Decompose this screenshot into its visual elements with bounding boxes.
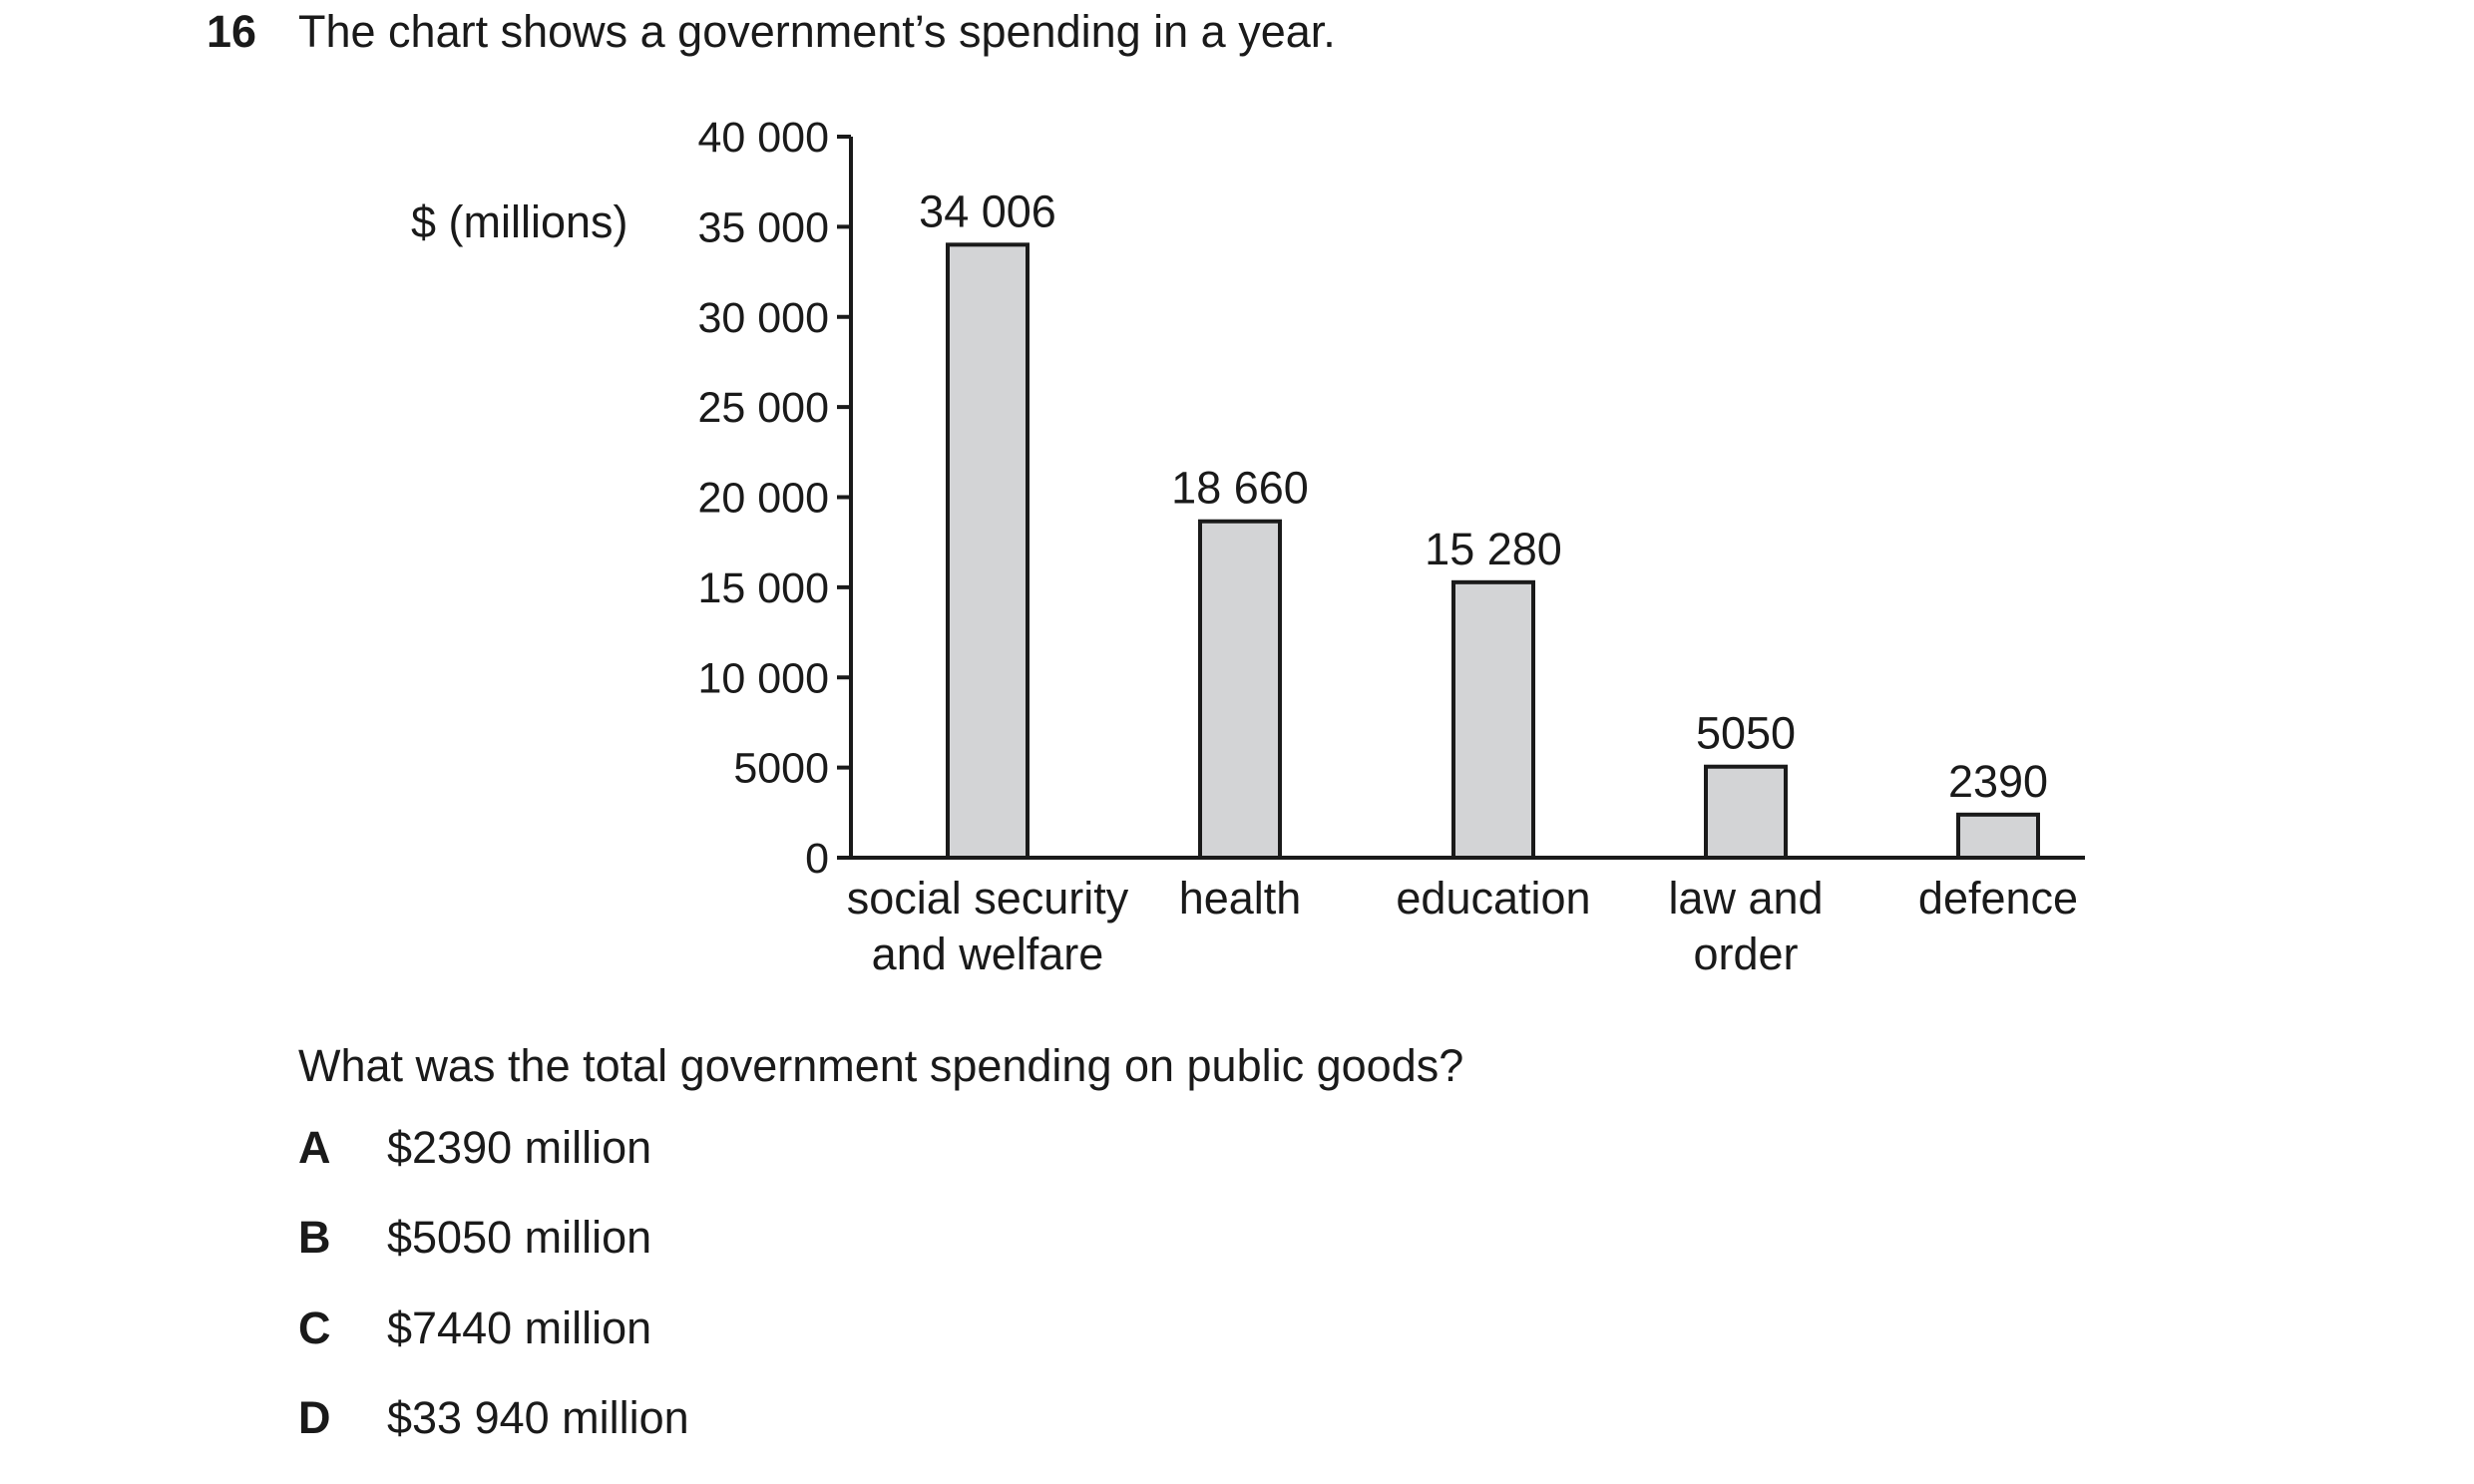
y-tick-label: 5000 [733, 745, 829, 793]
x-tick-label: law and order [1668, 873, 1823, 979]
y-tick-label: 35 000 [697, 203, 829, 251]
question-number: 16 [206, 6, 257, 57]
option-text: $7440 million [387, 1302, 652, 1353]
option-letter: C [298, 1302, 331, 1353]
question-prompt: What was the total government spending o… [298, 1040, 1464, 1091]
y-tick-label: 0 [805, 835, 829, 883]
option-text: $33 940 million [387, 1392, 689, 1443]
option-letter: B [298, 1212, 331, 1263]
y-tick-label: 30 000 [697, 294, 829, 342]
y-tick-label: 10 000 [697, 654, 829, 702]
question-stem: The chart shows a government’s spending … [298, 6, 1336, 57]
x-tick-label: social security and welfare [847, 873, 1129, 979]
x-tick-label: defence [1918, 873, 2078, 924]
data-label: 34 006 [919, 186, 1056, 236]
data-label: 15 280 [1425, 524, 1562, 574]
bar-chart: $ (millions) 0 5000 10 000 15 000 20 000 25 0… [411, 114, 2085, 979]
x-tick-label: health [1179, 873, 1302, 924]
bar [1198, 519, 1282, 861]
bar [1704, 764, 1788, 860]
y-tick-label: 20 000 [697, 475, 829, 523]
option-text: $2390 million [387, 1122, 652, 1173]
y-axis-label: $ (millions) [411, 196, 628, 247]
data-label: 2390 [1948, 756, 2048, 807]
x-tick-label: education [1396, 873, 1590, 924]
option-text: $5050 million [387, 1212, 652, 1263]
y-tick-label: 15 000 [697, 564, 829, 612]
option-letter: A [298, 1122, 331, 1173]
y-tick-label: 25 000 [697, 384, 829, 432]
data-label: 18 660 [1171, 463, 1309, 514]
option-letter: D [298, 1392, 331, 1443]
bar [1956, 812, 2040, 860]
bar [946, 242, 1030, 860]
y-tick-label: 40 000 [697, 114, 829, 162]
data-label: 5050 [1696, 708, 1796, 759]
bar [1451, 579, 1535, 861]
